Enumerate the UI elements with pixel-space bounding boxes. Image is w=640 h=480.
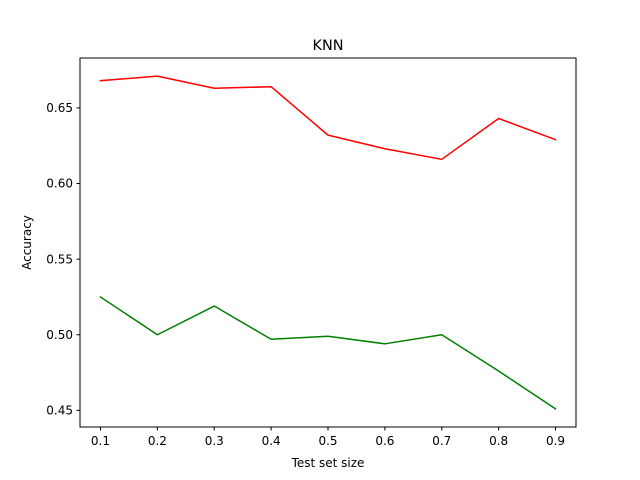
series-layer [99,75,557,410]
x-axis-label: Test set size [291,456,365,470]
x-tick-label-4: 0.4 [262,434,281,448]
y-tick-label-5: 0.65 [46,101,73,115]
x-tick-label-3: 0.3 [205,434,224,448]
plot-area-background [80,58,576,427]
y-axis-ticks: 0.45 0.50 0.55 0.60 0.65 [46,101,80,418]
x-axis-ticks: 0.1 0.2 0.3 0.4 0.5 0.6 0.7 0.8 0.9 [91,427,565,448]
x-tick-label-7: 0.7 [432,434,451,448]
y-tick-label-2: 0.50 [46,328,73,342]
x-tick-label-5: 0.5 [318,434,337,448]
x-tick-label-6: 0.6 [375,434,394,448]
series-line-1 [99,75,557,161]
y-tick-label-1: 0.45 [46,404,73,418]
x-tick-label-8: 0.8 [489,434,508,448]
x-tick-label-1: 0.1 [91,434,110,448]
y-axis-label: Accuracy [20,215,34,270]
series-line-2 [99,295,557,410]
x-tick-label-9: 0.9 [546,434,565,448]
x-tick-label-2: 0.2 [148,434,167,448]
chart-title: KNN [313,38,344,54]
y-tick-label-4: 0.60 [46,177,73,191]
y-tick-label-3: 0.55 [46,252,73,266]
